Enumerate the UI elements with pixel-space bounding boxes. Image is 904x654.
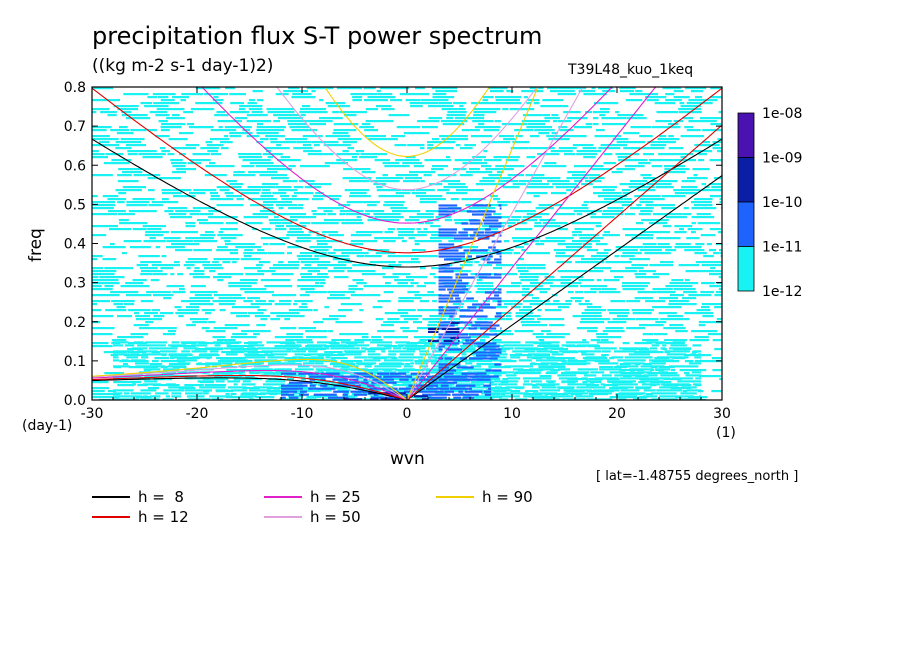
kelvin-wave-h50 (406, 87, 584, 400)
colorbar-swatch (737, 246, 755, 292)
dispersion-curves-h12 (92, 87, 722, 400)
rossby-wave-h8 (92, 377, 408, 400)
y-tick-label: 0.4 (64, 237, 86, 253)
y-axis-unit: (day-1) (22, 418, 73, 434)
kelvin-wave-h90 (406, 87, 539, 400)
dispersion-curves-h25 (92, 87, 657, 400)
x-tick-label: 0 (403, 406, 412, 422)
dispersion-curves-h8 (92, 138, 722, 400)
chart-units: ((kg m-2 s-1 day-1)2) (92, 56, 274, 76)
legend-swatch (92, 496, 130, 498)
colorbar-swatch (737, 112, 755, 158)
x-tick-label: -20 (186, 406, 209, 422)
colorbar-swatch (737, 201, 755, 247)
y-tick-label: 0.2 (64, 315, 86, 331)
kelvin-wave-h12 (406, 124, 722, 400)
x-tick-label: -30 (81, 406, 104, 422)
y-tick-label: 0.6 (64, 158, 86, 174)
legend-label: h = 25 (310, 488, 361, 506)
inertio-gravity-wave-h25 (201, 87, 613, 224)
inertio-gravity-wave-h8 (92, 138, 722, 268)
x-axis-unit: (1) (716, 425, 736, 441)
x-tick-label: -10 (291, 406, 314, 422)
dispersion-curves-h90 (92, 87, 539, 400)
legend-swatch (436, 496, 474, 498)
x-axis-label: wvn (390, 449, 425, 469)
inertio-gravity-wave-h50 (276, 87, 538, 191)
colorbar-label: 1e-08 (762, 106, 802, 122)
x-tick-label: 10 (503, 406, 521, 422)
y-tick-label: 0.7 (64, 119, 86, 135)
axis-ticks: -30 -20 -10 0 10 20 30 0.0 0.1 0.2 0.3 0.4 0.5 0.6 0.7… (64, 80, 731, 422)
colorbar-label: 1e-10 (762, 195, 802, 211)
inertio-gravity-wave-h90 (324, 87, 490, 157)
legend-swatch (264, 496, 302, 498)
colorbar-label: 1e-09 (762, 151, 802, 167)
dispersion-curves-h50 (92, 87, 584, 400)
legend-label: h = 12 (138, 508, 189, 526)
x-tick-label: 30 (713, 406, 731, 422)
colorbar-label: 1e-11 (762, 240, 802, 256)
rossby-wave-h90 (92, 358, 408, 400)
kelvin-wave-h25 (406, 87, 657, 400)
rossby-wave-h50 (92, 364, 408, 400)
run-label: T39L48_kuo_1keq (568, 62, 694, 78)
x-tick-label: 20 (608, 406, 626, 422)
legend-label: h = 50 (310, 508, 361, 526)
y-tick-label: 0.8 (64, 80, 86, 96)
y-tick-label: 0.3 (64, 276, 86, 292)
spectrum-heatmap (92, 87, 722, 400)
y-tick-label: 0.5 (64, 197, 86, 213)
legend-swatch (92, 516, 130, 518)
latitude-note: [ lat=-1.48755 degrees_north ] (596, 469, 799, 484)
colorbar-label: 1e-12 (762, 284, 802, 300)
inertio-gravity-wave-h12 (92, 87, 722, 254)
chart-title: precipitation flux S-T power spectrum (92, 22, 543, 50)
spectrum-level-3-region-5 (428, 321, 460, 342)
legend-swatch (264, 516, 302, 518)
legend-label: h = 90 (482, 488, 533, 506)
rossby-wave-h12 (92, 374, 408, 400)
colorbar-swatch (737, 157, 755, 203)
y-axis-label: freq (26, 228, 46, 262)
legend-label: h = 8 (138, 488, 184, 506)
kelvin-wave-h8 (406, 175, 722, 400)
y-tick-label: 0.0 (64, 393, 86, 409)
dispersion-curves (92, 87, 722, 400)
rossby-wave-h25 (92, 369, 408, 400)
y-tick-label: 0.1 (64, 354, 86, 370)
colorbar: 1e-08 1e-09 1e-10 1e-11 1e-12 (737, 106, 802, 300)
